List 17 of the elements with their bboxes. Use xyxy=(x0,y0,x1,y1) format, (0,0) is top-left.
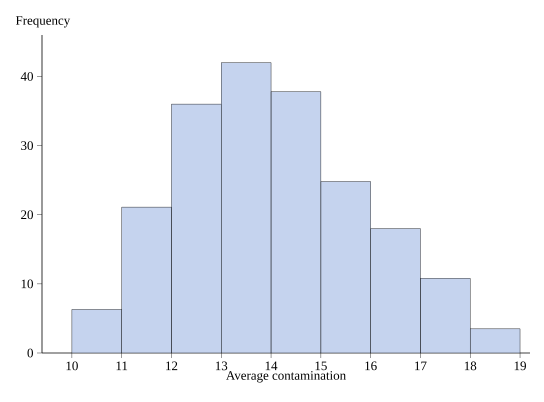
y-tick-label: 40 xyxy=(20,72,33,81)
x-tick-label: 13 xyxy=(216,362,228,370)
x-tick-label: 14 xyxy=(266,362,278,370)
y-tick-label: 20 xyxy=(21,210,33,220)
x-tick-label: 10 xyxy=(66,362,78,370)
y-tick-label: 30 xyxy=(21,141,33,150)
x-tick-label: 15 xyxy=(316,362,327,370)
x-axis-title: Average contamination xyxy=(226,371,346,382)
y-tick-label: 10 xyxy=(22,280,33,288)
x-tick-label: 11 xyxy=(116,362,128,370)
x-tick-label: 18 xyxy=(464,362,476,370)
y-axis-title: Frequency xyxy=(16,16,70,28)
x-tick-label: 17 xyxy=(415,362,427,370)
x-tick-label: 12 xyxy=(166,362,178,370)
x-tick-label: 16 xyxy=(365,362,377,370)
y-tick-label: 0 xyxy=(28,348,33,358)
x-tick-label: 19 xyxy=(514,362,526,370)
